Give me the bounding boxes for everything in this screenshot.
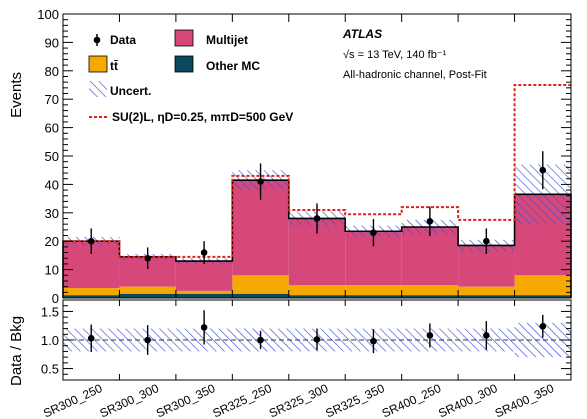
legend-multijet-label: Multijet [206, 33, 248, 47]
ratio-point-sr300_300 [144, 336, 151, 344]
data-point-sr325_300 [313, 215, 321, 222]
data-point-sr300_300 [144, 254, 151, 262]
legend-signal-label: SU(2)L, ηD=0.25, mπD=500 GeV [112, 110, 293, 124]
bar-othermc-sr325_350 [345, 295, 402, 298]
bar-othermc-sr400_350 [514, 295, 571, 298]
bar-othermc-sr400_300 [458, 295, 515, 298]
ratio-point-sr325_300 [313, 336, 321, 343]
bar-tt-sr400_350 [514, 275, 571, 296]
bar-tt-sr325_300 [288, 285, 346, 296]
main-y-tick-label: 10 [45, 263, 59, 278]
ratio-y-tick-label: 1.0 [41, 333, 59, 348]
main-y-tick-label: 100 [37, 7, 59, 22]
bar-tt-sr400_300 [458, 286, 515, 296]
stacked-histogram [63, 180, 571, 298]
bar-tt-sr325_250 [232, 275, 289, 294]
main-y-tick-label: 90 [45, 35, 59, 50]
legend-data: Data [93, 33, 136, 47]
ratio-y-axis-title: Data / Bkg [8, 316, 25, 386]
category-label-sr300_300: SR300_300 [98, 381, 162, 419]
signal-line [63, 84, 571, 258]
main-y-tick-label: 70 [45, 92, 59, 107]
legend-ttbar: tt̄ [88, 55, 118, 73]
ratio-point-sr325_250 [257, 336, 264, 344]
bar-othermc-sr300_250 [63, 295, 120, 298]
category-label-sr325_350: SR325_350 [323, 381, 387, 419]
bar-multijet-sr400_250 [401, 227, 459, 286]
data-point-sr300_250 [87, 237, 95, 245]
bar-othermc-sr325_250 [232, 293, 289, 298]
bar-tt-sr400_250 [401, 285, 459, 296]
data-point-sr325_250 [257, 178, 264, 185]
category-label-sr400_350: SR400_350 [493, 381, 557, 419]
legend-other-mc-label: Other MC [206, 59, 260, 73]
category-label-sr325_300: SR325_300 [267, 381, 331, 419]
main-y-tick-label: 60 [45, 121, 59, 136]
data-point-sr400_300 [483, 237, 490, 245]
ratio-y-tick-label: 1.5 [41, 304, 59, 319]
bar-tt-sr300_350 [175, 290, 233, 294]
bar-tt-sr325_350 [345, 285, 402, 296]
bar-othermc-sr400_250 [401, 295, 459, 298]
data-point-sr325_350 [370, 229, 377, 236]
main-y-tick-label: 40 [45, 177, 59, 192]
main-y-tick-label: 80 [45, 64, 59, 79]
legend-multijet: Multijet [174, 29, 248, 47]
main-y-tick-label: 30 [45, 206, 59, 221]
main-y-axis-title: Events [8, 72, 25, 118]
main-y-tick-label: 20 [45, 234, 59, 249]
ratio-y-tick-label: 0.5 [41, 362, 59, 377]
main-y-tick-label: 0 [52, 291, 59, 306]
data-point-sr400_350 [539, 166, 547, 174]
bar-tt-sr300_300 [119, 286, 176, 294]
bar-tt-sr300_250 [63, 288, 120, 296]
category-label-sr300_250: SR300_250 [41, 381, 105, 419]
legend-ttbar-label: tt̄ [110, 59, 118, 73]
category-label-sr400_300: SR400_300 [436, 381, 500, 419]
legend-other-mc: Other MC [174, 55, 260, 73]
data-points [87, 151, 547, 270]
atlas-label: ATLAS [342, 27, 382, 41]
data-point-sr300_350 [200, 249, 208, 256]
ratio-points [87, 310, 547, 355]
category-label-sr300_350: SR300_350 [154, 381, 218, 419]
ratio-point-sr400_300 [483, 332, 490, 339]
ratio-point-sr300_350 [200, 324, 208, 331]
bar-othermc-sr300_300 [119, 293, 176, 298]
channel-label: All-hadronic channel, Post-Fit [343, 69, 487, 81]
legend-data-label: Data [110, 33, 136, 47]
ratio-point-sr300_250 [87, 334, 95, 342]
data-point-sr400_250 [426, 218, 434, 225]
main-y-tick-label: 50 [45, 149, 59, 164]
main-y-axis: 0 10 20 30 40 50 60 70 80 90 100 [37, 7, 571, 306]
bar-multijet-sr300_350 [175, 261, 233, 291]
energy-lumi-label: √s = 13 TeV, 140 fb⁻¹ [343, 49, 447, 61]
legend-uncert-label: Uncert. [110, 84, 151, 98]
ratio-point-sr325_350 [370, 337, 377, 345]
legend-signal: SU(2)L, ηD=0.25, mπD=500 GeV [89, 110, 293, 124]
ratio-point-sr400_350 [539, 322, 547, 330]
legend: Data Multijet tt̄ Other MC Uncert. SU(2)… [88, 29, 293, 124]
bar-othermc-sr325_300 [288, 295, 346, 298]
legend-uncert: Uncert. [89, 81, 151, 98]
bar-othermc-sr300_350 [175, 293, 233, 298]
ratio-y-axis: 0.5 1.0 1.5 [41, 304, 571, 377]
ratio-x-ticks [62, 300, 572, 380]
category-labels: SR300_250SR300_300SR300_350SR325_250SR32… [41, 381, 556, 419]
ratio-point-sr400_250 [426, 332, 434, 339]
category-label-sr400_250: SR400_250 [380, 381, 444, 419]
category-label-sr325_250: SR325_250 [210, 381, 274, 419]
signal-step [63, 84, 571, 258]
main-x-ticks [62, 14, 572, 298]
